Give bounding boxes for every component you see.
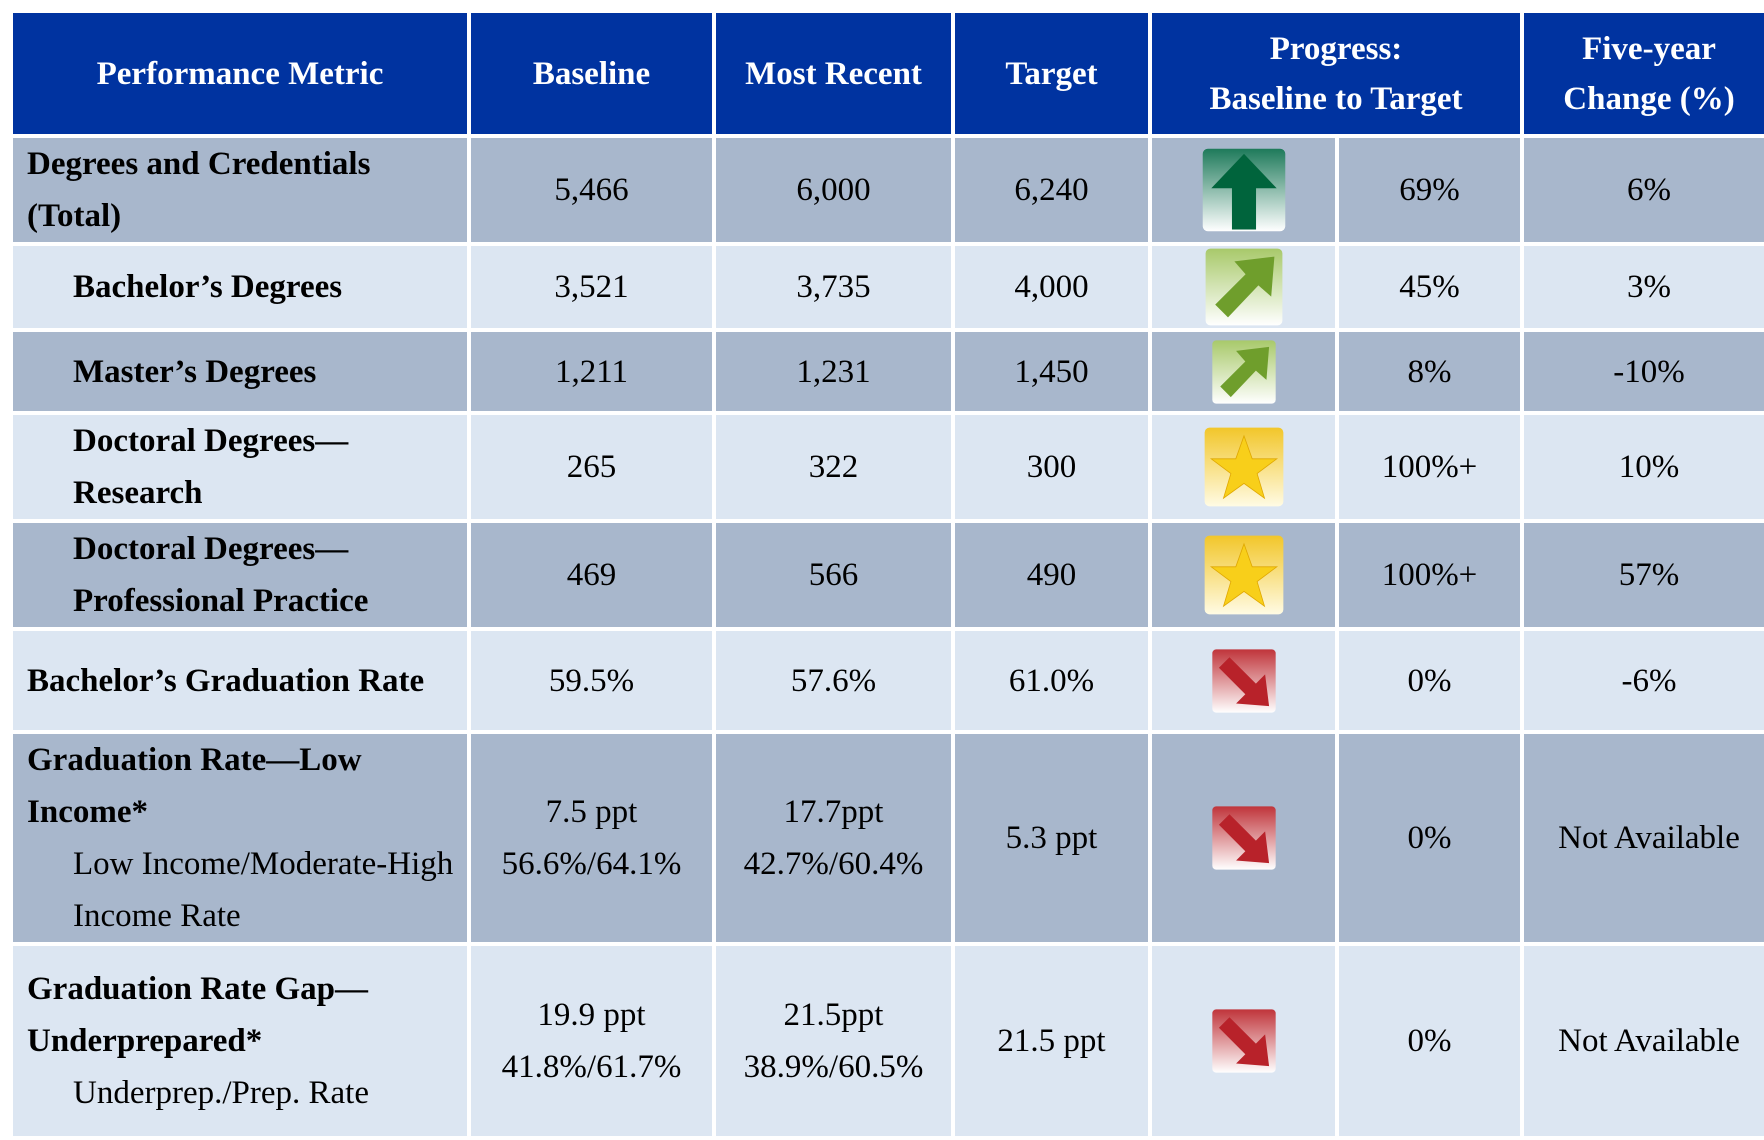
row: Doctoral Degrees—Professional Practice 4… (13, 523, 1764, 627)
header-cell: Five-year Change (%) (1524, 13, 1764, 134)
star-icon (1198, 426, 1290, 508)
header-line: Baseline to Target (1209, 80, 1463, 117)
row: Master’s Degrees 1,211 1,231 1,450 8% -1… (13, 332, 1764, 411)
target: 5.3 ppt (955, 734, 1148, 942)
progress: 100%+ (1339, 523, 1520, 627)
recent: 322 (716, 415, 951, 519)
baseline: 1,211 (471, 332, 712, 411)
value-line: 42.7%/60.4% (743, 846, 924, 882)
recent: 17.7ppt 42.7%/60.4% (716, 734, 951, 942)
value-line: 19.9 ppt (537, 997, 646, 1033)
page: {"header": {"metric": "Performance Metri… (13, 13, 1764, 1136)
header-cell: Performance Metric (13, 13, 467, 134)
star-icon (1200, 534, 1288, 616)
change: 6% (1524, 138, 1764, 242)
value-line: 21.5ppt (783, 997, 884, 1033)
progress: 45% (1339, 246, 1520, 328)
icon-cell (1152, 946, 1335, 1136)
metric: Doctoral Degrees—Professional Practice (13, 523, 467, 627)
down-arrow-icon (1207, 1008, 1281, 1074)
metric: Graduation Rate—Low Income* Low Income/Mo… (13, 734, 467, 942)
progress: 8% (1339, 332, 1520, 411)
header-row: Performance Metric Baseline Most Recent … (13, 13, 1764, 134)
baseline: 5,466 (471, 138, 712, 242)
change: Not Available (1524, 734, 1764, 942)
diagonal-arrow-icon (1203, 339, 1285, 405)
target: 490 (955, 523, 1148, 627)
icon-cell (1152, 246, 1335, 328)
target: 300 (955, 415, 1148, 519)
down-arrow-icon (1207, 805, 1281, 871)
change: 10% (1524, 415, 1764, 519)
metric: Degrees and Credentials (Total) (13, 138, 467, 242)
target: 4,000 (955, 246, 1148, 328)
header-line: Change (%) (1563, 80, 1735, 117)
metric: Bachelor’s Degrees (13, 246, 467, 328)
value-line: 41.8%/61.7% (501, 1049, 682, 1085)
row: Degrees and Credentials (Total) 5,466 6,… (13, 138, 1764, 242)
value-line: 17.7ppt (783, 794, 884, 830)
metric: Bachelor’s Graduation Rate (13, 631, 467, 730)
change: -10% (1524, 332, 1764, 411)
target: 61.0% (955, 631, 1148, 730)
baseline: 7.5 ppt 56.6%/64.1% (471, 734, 712, 942)
recent: 6,000 (716, 138, 951, 242)
progress: 69% (1339, 138, 1520, 242)
baseline: 265 (471, 415, 712, 519)
metric-label: Graduation Rate—Low Income* (27, 742, 362, 830)
icon-cell (1152, 734, 1335, 942)
change: Not Available (1524, 946, 1764, 1136)
down-arrow-icon (1207, 648, 1281, 714)
value-line: 7.5 ppt (545, 794, 638, 830)
value-line: 38.9%/60.5% (743, 1049, 924, 1085)
header-cell: Progress: Baseline to Target (1152, 13, 1520, 134)
target: 1,450 (955, 332, 1148, 411)
header-line: Five-year (1582, 30, 1716, 67)
recent: 1,231 (716, 332, 951, 411)
metric-label: Graduation Rate Gap—Underprepared* (27, 971, 369, 1059)
row: Doctoral Degrees—Research 265 322 300 10… (13, 415, 1764, 519)
progress: 0% (1339, 946, 1520, 1136)
up-arrow-icon (1201, 147, 1287, 233)
metric: Graduation Rate Gap—Underprepared* Underp… (13, 946, 467, 1136)
progress: 0% (1339, 734, 1520, 942)
metric-note: Underprep./Prep. Rate (73, 1075, 369, 1111)
row: Bachelor’s Graduation Rate 59.5% 57.6% 6… (13, 631, 1764, 730)
icon-cell (1152, 332, 1335, 411)
metric: Master’s Degrees (13, 332, 467, 411)
metrics-table: Performance Metric Baseline Most Recent … (9, 9, 1764, 1140)
icon-cell (1152, 138, 1335, 242)
recent: 3,735 (716, 246, 951, 328)
baseline: 469 (471, 523, 712, 627)
progress: 0% (1339, 631, 1520, 730)
recent: 21.5ppt 38.9%/60.5% (716, 946, 951, 1136)
target: 21.5 ppt (955, 946, 1148, 1136)
row: Graduation Rate Gap—Underprepared* Underp… (13, 946, 1764, 1136)
baseline: 59.5% (471, 631, 712, 730)
icon-cell (1152, 415, 1335, 519)
change: -6% (1524, 631, 1764, 730)
row: Graduation Rate—Low Income* Low Income/Mo… (13, 734, 1764, 942)
value-line: 56.6%/64.1% (501, 846, 682, 882)
header-cell: Baseline (471, 13, 712, 134)
diagonal-arrow-icon (1203, 247, 1285, 327)
baseline: 19.9 ppt 41.8%/61.7% (471, 946, 712, 1136)
target: 6,240 (955, 138, 1148, 242)
header-line: Progress: (1269, 30, 1403, 67)
progress: 100%+ (1339, 415, 1520, 519)
metric-note: Low Income/Moderate-High Income Rate (73, 846, 454, 934)
header-cell: Target (955, 13, 1148, 134)
recent: 566 (716, 523, 951, 627)
change: 57% (1524, 523, 1764, 627)
header-cell: Most Recent (716, 13, 951, 134)
row: Bachelor’s Degrees 3,521 3,735 4,000 45%… (13, 246, 1764, 328)
baseline: 3,521 (471, 246, 712, 328)
change: 3% (1524, 246, 1764, 328)
icon-cell (1152, 523, 1335, 627)
icon-cell (1152, 631, 1335, 730)
metric: Doctoral Degrees—Research (13, 415, 467, 519)
recent: 57.6% (716, 631, 951, 730)
